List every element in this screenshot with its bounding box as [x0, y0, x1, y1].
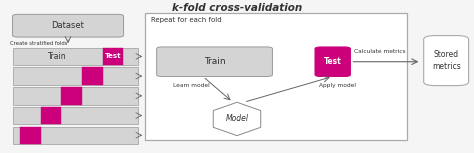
Text: Test: Test [324, 57, 342, 66]
Text: Train: Train [204, 57, 225, 66]
Text: Model: Model [226, 114, 248, 123]
FancyBboxPatch shape [156, 47, 273, 76]
Text: Learn model: Learn model [173, 83, 210, 88]
Text: Stored
metrics: Stored metrics [432, 50, 461, 71]
Text: Test: Test [105, 53, 121, 59]
FancyBboxPatch shape [315, 47, 350, 76]
Bar [82, 67, 103, 85]
Polygon shape [213, 102, 261, 136]
Text: Apply model: Apply model [319, 83, 356, 88]
FancyBboxPatch shape [12, 14, 124, 37]
Bar [41, 107, 61, 124]
Bar [61, 87, 82, 104]
Bar [12, 127, 138, 144]
Bar [20, 127, 41, 144]
FancyBboxPatch shape [424, 35, 469, 86]
Bar [12, 48, 138, 65]
Bar [103, 48, 123, 65]
Text: Train: Train [48, 52, 67, 61]
Text: Repeat for each fold: Repeat for each fold [151, 17, 221, 23]
Text: Calculate metrics: Calculate metrics [354, 49, 406, 54]
Bar [12, 107, 138, 124]
Text: Dataset: Dataset [52, 21, 84, 30]
Bar [12, 87, 138, 104]
Text: k-fold cross-validation: k-fold cross-validation [172, 3, 302, 13]
Bar [145, 13, 407, 140]
Text: Create stratified folds: Create stratified folds [10, 41, 68, 46]
Bar [12, 67, 138, 85]
